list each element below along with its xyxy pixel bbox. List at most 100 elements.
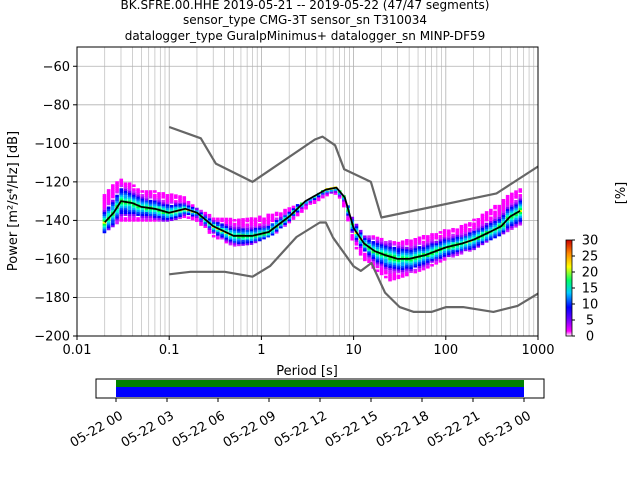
density-cell (127, 207, 132, 211)
coverage-tick-label: 05-22 21 (425, 409, 483, 451)
density-cell (417, 248, 422, 251)
density-cell (106, 194, 111, 198)
density-cell (245, 225, 250, 228)
density-cell (350, 230, 355, 233)
density-cell (350, 236, 355, 239)
density-cell (409, 252, 413, 256)
density-cell (123, 194, 128, 197)
density-cell (224, 219, 229, 223)
density-cell (102, 199, 107, 203)
density-cell (367, 235, 371, 238)
density-cell (211, 231, 216, 234)
density-cell (455, 247, 460, 251)
density-cell (148, 217, 153, 220)
density-cell (279, 212, 283, 215)
density-cell (459, 234, 464, 238)
density-cell (207, 213, 212, 217)
density-cell (442, 244, 447, 248)
x-tick-label: 100 (433, 343, 458, 358)
density-cell (392, 271, 397, 275)
density-cell (505, 223, 510, 227)
density-cell (148, 213, 153, 216)
density-cell (266, 221, 271, 224)
density-cell (379, 237, 384, 241)
density-cell (102, 205, 107, 209)
density-cell (505, 212, 510, 215)
density-cell (493, 231, 497, 235)
density-cell (253, 229, 258, 232)
coverage-tick-label: 05-22 18 (374, 409, 432, 451)
density-cell (237, 220, 241, 224)
density-cell (249, 219, 254, 222)
density-cell (497, 231, 502, 235)
density-cell (434, 258, 439, 261)
density-cell (392, 277, 397, 281)
density-cell (111, 203, 115, 207)
density-cell (228, 235, 233, 238)
density-cell (409, 241, 413, 245)
density-cell (379, 268, 384, 272)
density-cell (396, 243, 401, 247)
density-cell (388, 242, 392, 245)
density-cell (140, 217, 145, 220)
density-cell (119, 178, 124, 182)
density-cell (371, 241, 376, 244)
density-cell (442, 234, 447, 238)
density-cell (127, 205, 132, 209)
density-cell (132, 211, 136, 214)
density-cell (497, 206, 502, 210)
density-cell (384, 260, 388, 263)
density-cell (434, 240, 439, 244)
density-cell (262, 234, 266, 238)
density-cell (115, 188, 119, 192)
density-cell (358, 245, 363, 248)
density-cell (384, 268, 388, 271)
density-cell (413, 245, 418, 249)
density-cell (468, 233, 472, 237)
density-cell (405, 252, 409, 256)
density-cell (111, 189, 115, 193)
density-cell (253, 234, 258, 238)
density-cell (207, 217, 212, 221)
y-tick-label: −140 (34, 214, 70, 229)
density-cell (115, 212, 119, 215)
density-cell (111, 207, 115, 210)
density-cell (182, 215, 187, 219)
density-cell (123, 197, 128, 201)
density-cell (216, 232, 220, 236)
density-cell (153, 197, 157, 201)
density-cell (505, 216, 510, 219)
density-cell (451, 253, 455, 256)
density-cell (405, 240, 409, 244)
density-cell (132, 194, 136, 197)
density-cell (106, 189, 111, 192)
density-cell (434, 242, 439, 246)
density-cell (216, 231, 220, 234)
density-cell (413, 270, 418, 274)
density-cell (468, 224, 472, 227)
density-cell (253, 221, 258, 224)
density-cell (413, 247, 418, 251)
density-cell (148, 192, 153, 195)
density-cell (426, 240, 430, 244)
density-cell (518, 211, 523, 214)
density-cell (153, 209, 157, 213)
density-cell (505, 229, 510, 233)
density-cell (451, 245, 455, 248)
density-cell (258, 215, 262, 219)
density-cell (165, 199, 170, 203)
density-cell (484, 222, 489, 226)
density-cell (127, 215, 132, 218)
density-cell (413, 249, 418, 253)
density-cell (438, 260, 443, 263)
density-cell (459, 226, 464, 230)
density-cell (421, 236, 426, 240)
density-cell (501, 218, 506, 221)
density-cell (216, 217, 220, 221)
density-cell (430, 246, 434, 250)
density-cell (409, 254, 413, 258)
density-cell (426, 262, 430, 265)
density-cell (203, 215, 208, 219)
density-cell (409, 266, 413, 270)
density-cell (375, 236, 380, 240)
